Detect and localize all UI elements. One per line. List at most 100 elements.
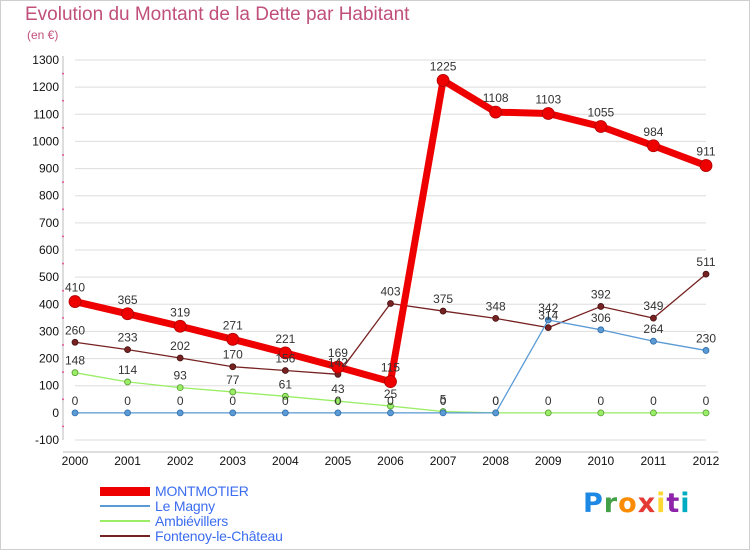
series-point [384,375,397,389]
series-point [650,409,657,417]
logo-letter: i [656,488,667,519]
data-label: 0 [492,394,499,408]
series-point [597,326,605,334]
data-label: 142 [328,355,348,369]
data-label: 342 [538,301,558,315]
y-minor-tick [62,371,64,374]
data-label: 156 [275,352,295,366]
series-point [699,159,713,172]
x-tick-label: 2010 [587,454,614,468]
series-point [281,392,289,400]
data-label: 93 [173,369,187,383]
y-tick-label: 1300 [32,53,59,67]
data-label: 5 [440,393,447,407]
series-point [541,107,555,120]
legend-label: Le Magny [155,498,215,514]
data-label: 233 [118,331,138,345]
y-minor-tick [62,289,64,292]
data-label: 403 [380,284,400,298]
series-point [331,360,345,374]
data-label: 0 [282,394,289,408]
series-point [439,307,447,315]
data-label: 230 [696,331,716,345]
data-label: 43 [331,382,345,396]
series-point [124,409,131,417]
series-point [71,409,79,417]
proxiti-logo: Proxiti [583,488,691,519]
data-label: 0 [597,394,604,408]
y-tick-label: 1100 [33,107,59,121]
x-tick-label: 2009 [535,454,562,468]
data-label: 911 [696,145,715,159]
series-point [124,378,131,386]
legend-label: Fontenoy-le-Château [155,528,283,544]
series-point [650,314,657,322]
data-label: 148 [65,354,85,368]
series-point [229,363,237,371]
data-label: 0 [703,394,710,408]
y-minor-tick [62,425,64,428]
series-point [281,409,289,417]
series-point [387,402,394,410]
data-label: 260 [65,323,85,337]
logo-letter: t [666,488,681,519]
series-point [71,338,79,346]
x-tick-label: 2003 [219,454,246,468]
data-label: 349 [643,299,663,313]
data-label: 0 [545,394,552,408]
series-point [436,73,450,87]
series-point [278,346,292,360]
y-minor-tick [62,208,64,211]
data-label: 114 [118,363,137,377]
data-label: 169 [328,346,348,360]
y-tick-label: 400 [39,297,59,311]
y-tick-label: 800 [39,189,59,203]
x-tick-label: 2005 [325,454,352,468]
y-minor-tick [62,344,64,346]
logo-letter: i [680,488,691,519]
data-label: 0 [124,394,131,408]
data-label: 0 [335,394,342,408]
y-tick-label: 0 [52,406,59,420]
series-point [650,337,657,345]
series-point [226,332,240,346]
y-tick-label: 600 [39,243,59,257]
data-label: 61 [279,377,293,391]
series-point [71,369,79,377]
series-point [489,105,503,119]
series-point [229,409,237,417]
y-tick-label: 1200 [32,80,59,94]
series-point [387,300,394,307]
y-minor-tick [62,99,64,102]
data-label: 264 [643,322,663,336]
series-point [544,409,552,417]
y-tick-label: 700 [39,216,59,230]
y-tick-label: 200 [39,352,59,366]
data-label: 1225 [430,59,457,73]
series-point [68,295,82,308]
logo-letter: o [618,488,638,519]
legend-swatch [100,520,150,522]
y-minor-tick [62,126,64,129]
x-tick-label: 2004 [272,454,299,468]
series-point [281,367,289,374]
series-point [124,346,131,354]
data-label: 0 [72,394,79,408]
series-point [229,388,237,396]
chart-subtitle: (en €) [27,28,59,42]
series-layer [68,73,713,417]
series-point [594,120,608,133]
series-point [544,324,552,332]
data-label: 314 [538,309,558,323]
y-minor-tick [62,181,64,184]
y-tick-label: 300 [39,324,59,338]
legend-label: Ambiévillers [155,513,229,529]
data-label: 115 [381,361,400,375]
series-point [492,314,500,322]
y-minor-tick [62,72,64,75]
data-label: 221 [275,332,295,346]
series-point [597,303,605,310]
series-point [176,354,184,362]
data-label: 0 [229,394,236,408]
